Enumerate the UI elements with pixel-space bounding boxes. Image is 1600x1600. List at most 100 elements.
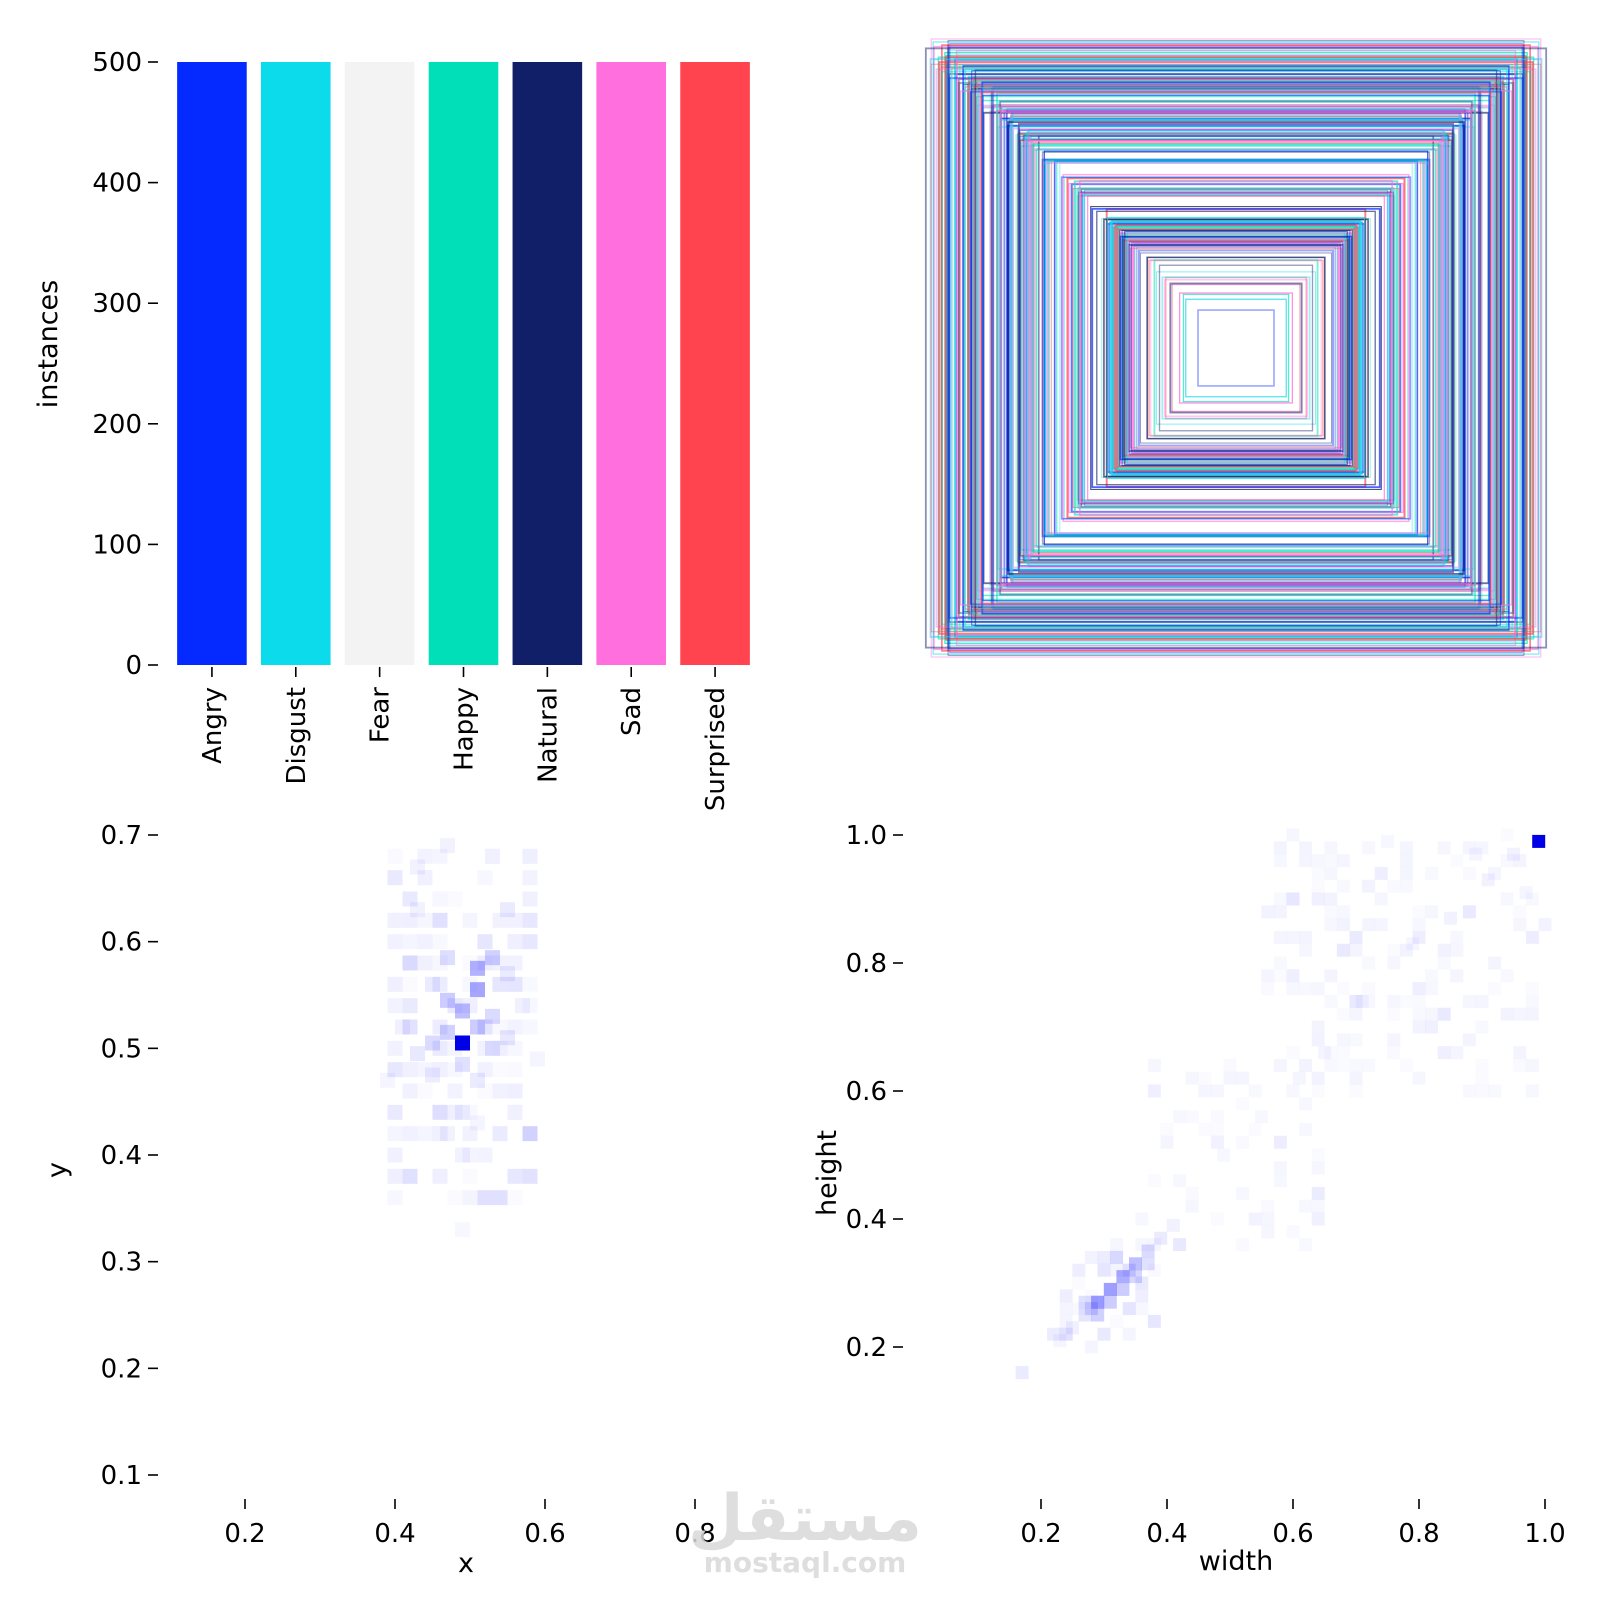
heatmap-cell bbox=[1337, 1059, 1350, 1072]
heatmap-cell bbox=[1097, 1263, 1111, 1277]
heatmap-cell bbox=[1286, 930, 1300, 944]
heatmap-cell bbox=[1236, 1097, 1249, 1110]
heatmap-cell bbox=[1463, 995, 1476, 1008]
x-tick-label: Fear bbox=[366, 687, 396, 743]
heatmap-cell bbox=[493, 1062, 508, 1077]
y-tick-label: 0.7 bbox=[101, 821, 142, 851]
heatmap-cell bbox=[1141, 1244, 1155, 1258]
heatmap-cell bbox=[1375, 893, 1388, 906]
heatmap-cell bbox=[470, 1019, 485, 1035]
heatmap-cell bbox=[1261, 982, 1274, 995]
heatmap-cell bbox=[440, 1024, 455, 1040]
heatmap-cell bbox=[1311, 1071, 1325, 1085]
heatmap-cell bbox=[1097, 1250, 1111, 1264]
bounding-box bbox=[1041, 158, 1431, 538]
heatmap-cell bbox=[1224, 1059, 1237, 1072]
y-tick-label: 100 bbox=[92, 530, 142, 560]
heatmap-cell bbox=[402, 1126, 418, 1142]
bounding-box bbox=[992, 86, 1480, 610]
heatmap-cell bbox=[1362, 1059, 1375, 1072]
x-tick-label: Happy bbox=[450, 687, 480, 771]
heatmap-cell bbox=[1438, 944, 1451, 957]
heatmap-cell bbox=[402, 1062, 418, 1078]
bar-natural bbox=[512, 62, 583, 665]
heatmap-cell bbox=[522, 934, 538, 950]
bounding-box bbox=[1082, 194, 1390, 502]
heatmap-cell bbox=[1211, 1110, 1224, 1123]
heatmap-cell bbox=[1312, 1213, 1325, 1226]
bounding-box bbox=[954, 58, 1518, 638]
heatmap-cell bbox=[477, 934, 493, 950]
bounding-box bbox=[948, 46, 1524, 650]
heatmap-cell bbox=[402, 955, 418, 971]
bounding-box bbox=[971, 70, 1501, 626]
heatmap-cell bbox=[1274, 931, 1287, 944]
bounding-box bbox=[1129, 247, 1343, 449]
heatmap-cell bbox=[1312, 1187, 1325, 1200]
bounding-box bbox=[1017, 125, 1455, 571]
heatmap-cell bbox=[447, 1083, 463, 1099]
heatmap-cell bbox=[1513, 1059, 1526, 1072]
heatmap-cell bbox=[1387, 1008, 1400, 1021]
bounding-box bbox=[997, 101, 1475, 595]
heatmap-cell bbox=[1122, 1263, 1136, 1277]
y-tick-label: 1.0 bbox=[846, 821, 887, 851]
heatmap-cell bbox=[507, 1168, 523, 1184]
heatmap-cell bbox=[1274, 854, 1287, 867]
bounding-box bbox=[955, 50, 1517, 646]
heatmap-cell bbox=[1015, 1366, 1029, 1380]
heatmap-cell bbox=[1299, 1238, 1312, 1251]
heatmap-cell bbox=[477, 1019, 493, 1035]
heatmap-cell bbox=[492, 955, 508, 971]
x-tick-label: Disgust bbox=[282, 687, 312, 785]
bounding-box bbox=[962, 65, 1510, 631]
bounding-box bbox=[1028, 134, 1444, 562]
heatmap-cell bbox=[402, 891, 418, 907]
heatmap-cell bbox=[1324, 892, 1338, 906]
heatmap-cell bbox=[1324, 905, 1337, 918]
heatmap-cell bbox=[418, 1084, 433, 1099]
heatmap-cell bbox=[402, 955, 418, 971]
y-tick-label: 200 bbox=[92, 410, 142, 440]
y-tick-label: 0.1 bbox=[101, 1461, 142, 1491]
heatmap-cell bbox=[1450, 854, 1463, 867]
wh-heatmap-panel: 0.2 0.4 0.6 0.8 1.0 0.2 0.4 0.6 0.8 1.0 width he… bbox=[812, 821, 1566, 1577]
heatmap-cell bbox=[432, 1168, 448, 1184]
bounding-box bbox=[1138, 249, 1334, 447]
bounding-box bbox=[1090, 206, 1382, 490]
heatmap-cell bbox=[1261, 1200, 1274, 1213]
bounding-box bbox=[995, 109, 1477, 587]
heatmap-cell bbox=[1318, 1046, 1331, 1060]
bounding-box bbox=[958, 78, 1514, 618]
heatmap-cell bbox=[1147, 1314, 1161, 1328]
bounding-box bbox=[1113, 225, 1359, 471]
heatmap-cell bbox=[522, 1168, 538, 1184]
heatmap-cell bbox=[1097, 1327, 1111, 1341]
heatmap-cell bbox=[1312, 1149, 1325, 1162]
heatmap-cell bbox=[1274, 1136, 1287, 1149]
bounding-box bbox=[1161, 276, 1311, 420]
bounding-box bbox=[1135, 246, 1337, 450]
heatmap-cell bbox=[1500, 1007, 1514, 1021]
bounding-box bbox=[1103, 218, 1369, 478]
heatmap-cell bbox=[1375, 918, 1388, 931]
heatmap-cell bbox=[1198, 1072, 1211, 1085]
heatmap-cell bbox=[1053, 1334, 1067, 1348]
heatmap-cell bbox=[1287, 1085, 1300, 1098]
heatmap-cell bbox=[387, 998, 403, 1014]
heatmap-cell bbox=[492, 1040, 508, 1056]
bounding-box bbox=[1010, 115, 1462, 581]
bounding-box bbox=[1119, 235, 1353, 461]
heatmap-cell bbox=[1078, 1295, 1092, 1309]
heatmap-cell bbox=[492, 1126, 508, 1142]
heatmap-cell bbox=[522, 912, 538, 928]
heatmap-cell bbox=[1059, 1289, 1073, 1303]
y-axis-label: instances bbox=[33, 280, 64, 408]
heatmap-cell bbox=[1292, 1071, 1306, 1085]
heatmap-cells bbox=[380, 838, 545, 1206]
heatmap-cell bbox=[417, 955, 433, 971]
heatmap-cell bbox=[425, 976, 440, 992]
bounding-box bbox=[1066, 177, 1406, 519]
y-axis-label: y bbox=[42, 1162, 73, 1178]
